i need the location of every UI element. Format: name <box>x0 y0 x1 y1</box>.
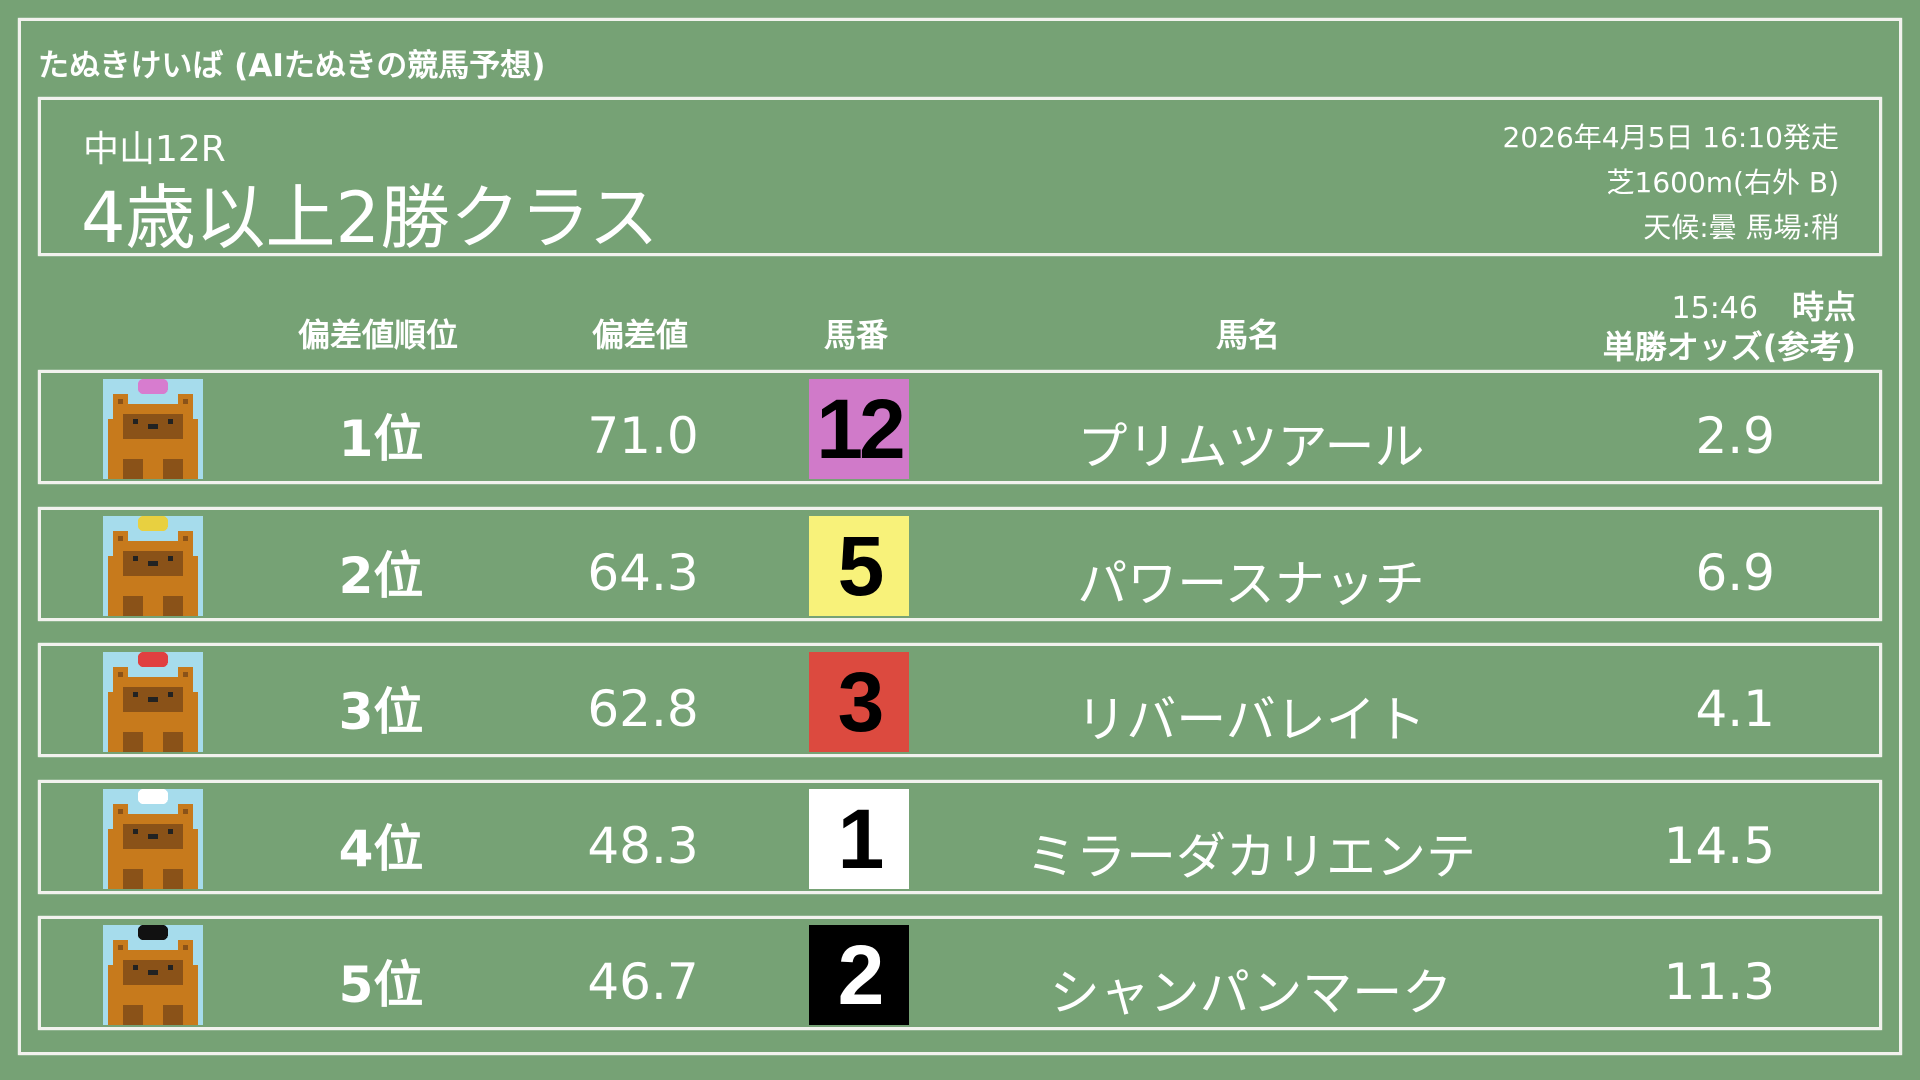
deviation-score: 71.0 <box>587 407 699 465</box>
horse-number-badge: 2 <box>809 925 909 1025</box>
win-odds: 6.9 <box>1695 543 1775 602</box>
win-odds: 2.9 <box>1695 407 1775 465</box>
tanuki-icon <box>103 652 203 752</box>
deviation-score: 62.8 <box>587 680 699 738</box>
table-row: 2位 64.3 5 パワースナッチ 6.9 <box>38 506 1882 621</box>
race-venue: 中山12R <box>83 129 226 170</box>
rank-label: 5位 <box>338 956 424 1014</box>
odds-time: 15:46 <box>1671 291 1758 326</box>
race-course: 芝1600m(右外 B) <box>1606 166 1840 199</box>
tanuki-icon <box>103 515 203 616</box>
table-row: 5位 46.7 2 シャンパンマーク 11.3 <box>38 916 1882 1030</box>
horse-number-badge: 3 <box>809 652 909 752</box>
column-header-number: 馬番 <box>823 316 888 354</box>
rank-label: 1位 <box>338 410 424 468</box>
tanuki-icon <box>103 925 203 1025</box>
horse-number-badge: 5 <box>809 515 909 616</box>
win-odds: 4.1 <box>1695 680 1775 738</box>
horse-number-badge: 12 <box>809 379 909 479</box>
race-conditions: 天候:曇 馬場:稍 <box>1643 211 1839 244</box>
rank-label: 2位 <box>338 546 424 605</box>
horse-number-badge: 1 <box>809 788 909 889</box>
horse-name: リバーバレイト <box>1076 691 1426 749</box>
rank-label: 4位 <box>338 819 424 878</box>
horse-name: シャンパンマーク <box>1049 964 1453 1022</box>
table-row: 4位 48.3 1 ミラーダカリエンテ 14.5 <box>38 779 1882 894</box>
outer-frame <box>18 18 1902 1055</box>
race-datetime: 2026年4月5日 16:10発走 <box>1502 121 1839 154</box>
odds-label: 単勝オッズ(参考) <box>1602 328 1856 366</box>
tanuki-icon <box>103 788 203 889</box>
horse-name: パワースナッチ <box>1077 554 1425 613</box>
deviation-score: 48.3 <box>587 816 699 875</box>
race-name: 4歳以上2勝クラス <box>81 177 659 259</box>
deviation-score: 64.3 <box>587 543 699 602</box>
deviation-score: 46.7 <box>587 953 699 1011</box>
odds-time-suffix: 時点 <box>1791 288 1856 326</box>
tanuki-icon <box>103 379 203 479</box>
rank-label: 3位 <box>338 683 424 741</box>
column-header-odds: 15:46 時点 単勝オッズ(参考) <box>1603 288 1856 366</box>
site-title: たぬきけいば (AIたぬきの競馬予想) <box>38 48 546 84</box>
horse-name: ミラーダカリエンテ <box>1026 827 1476 886</box>
table-row: 1位 71.0 12 プリムツアール 2.9 <box>38 370 1882 484</box>
horse-name: プリムツアール <box>1077 418 1425 476</box>
win-odds: 11.3 <box>1663 953 1775 1011</box>
column-header-score: 偏差値 <box>591 316 688 354</box>
column-header-rank: 偏差値順位 <box>297 316 458 354</box>
win-odds: 14.5 <box>1663 816 1775 875</box>
table-row: 3位 62.8 3 リバーバレイト 4.1 <box>38 643 1882 757</box>
race-header: 中山12R 4歳以上2勝クラス 2026年4月5日 16:10発走 芝1600m… <box>38 97 1882 259</box>
column-header-name: 馬名 <box>1215 316 1280 354</box>
